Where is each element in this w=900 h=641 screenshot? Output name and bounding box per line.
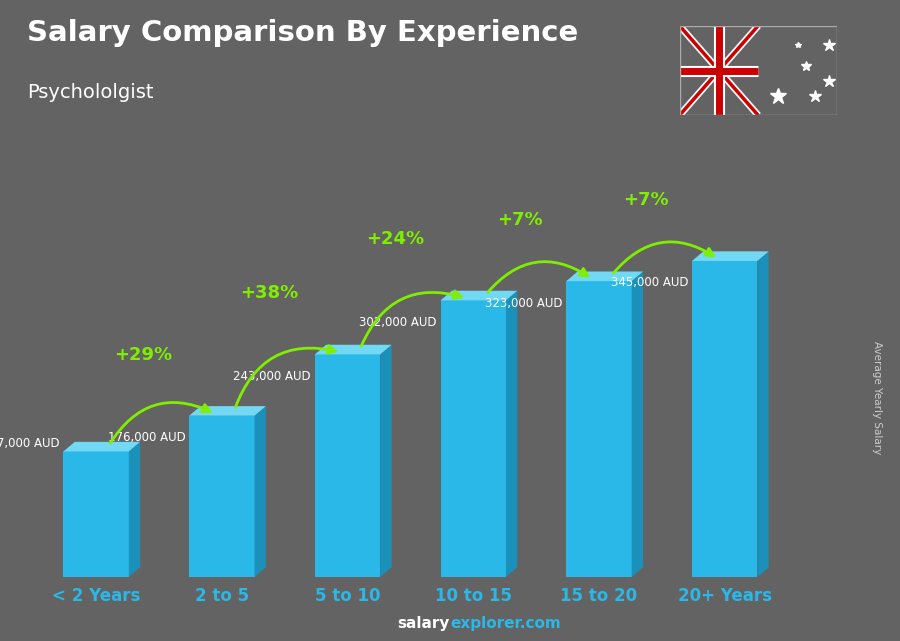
Text: Salary Comparison By Experience: Salary Comparison By Experience	[27, 19, 578, 47]
Text: +7%: +7%	[624, 191, 669, 209]
Text: Average Yearly Salary: Average Yearly Salary	[872, 341, 883, 454]
Text: 137,000 AUD: 137,000 AUD	[0, 437, 59, 449]
Polygon shape	[758, 251, 769, 577]
Polygon shape	[692, 251, 769, 261]
Polygon shape	[566, 272, 643, 281]
Polygon shape	[315, 345, 392, 354]
Text: 323,000 AUD: 323,000 AUD	[485, 297, 562, 310]
Text: 176,000 AUD: 176,000 AUD	[108, 431, 185, 444]
Polygon shape	[189, 416, 255, 577]
Text: +7%: +7%	[498, 211, 544, 229]
Text: 243,000 AUD: 243,000 AUD	[233, 370, 311, 383]
Polygon shape	[129, 442, 140, 577]
Text: 345,000 AUD: 345,000 AUD	[611, 276, 688, 289]
Text: Psychololgist: Psychololgist	[27, 83, 154, 103]
Polygon shape	[315, 354, 381, 577]
Polygon shape	[566, 281, 632, 577]
Polygon shape	[64, 442, 140, 451]
Polygon shape	[381, 345, 392, 577]
Text: 302,000 AUD: 302,000 AUD	[359, 316, 436, 329]
Polygon shape	[506, 291, 518, 577]
Polygon shape	[64, 451, 129, 577]
Polygon shape	[692, 261, 758, 577]
Polygon shape	[441, 291, 518, 301]
Polygon shape	[441, 301, 506, 577]
Text: explorer.com: explorer.com	[450, 617, 561, 631]
Polygon shape	[255, 406, 266, 577]
Text: +38%: +38%	[240, 285, 298, 303]
Polygon shape	[632, 272, 643, 577]
Text: +24%: +24%	[365, 230, 424, 249]
Text: salary: salary	[398, 617, 450, 631]
Polygon shape	[189, 406, 266, 416]
Text: +29%: +29%	[114, 345, 172, 364]
